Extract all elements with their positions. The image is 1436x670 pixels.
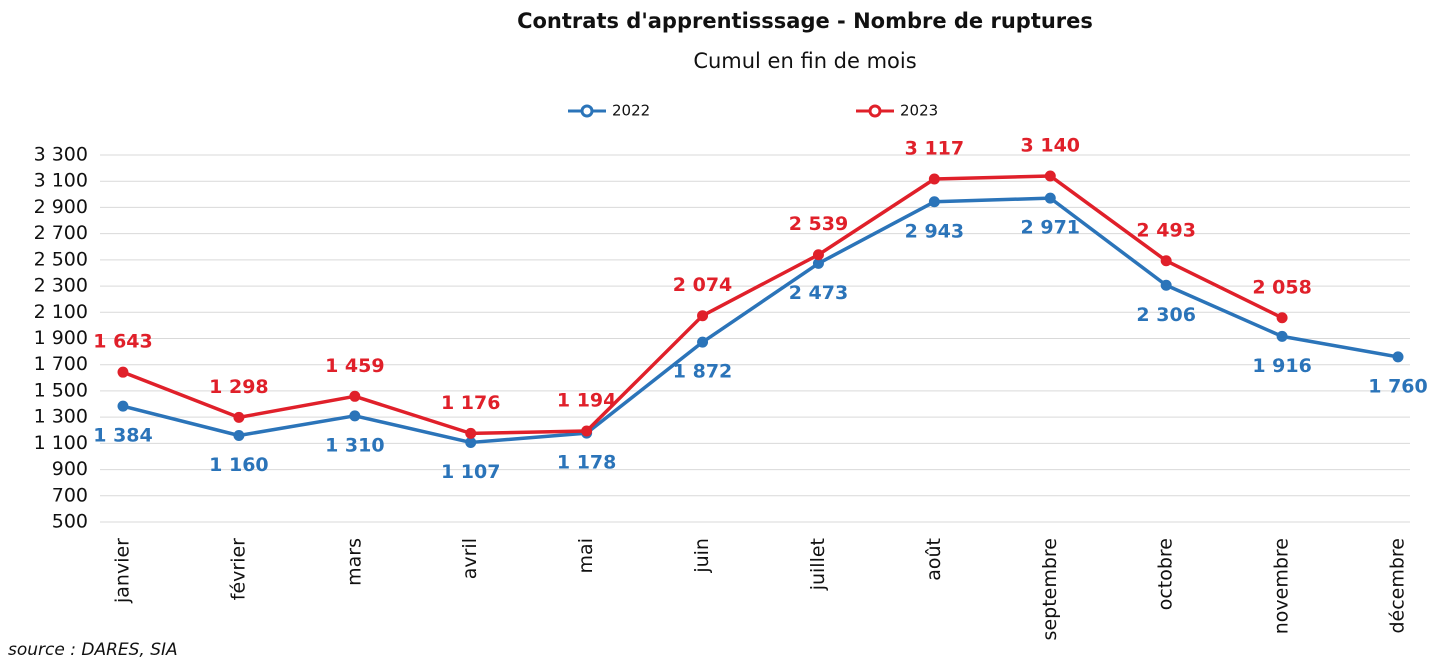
point-marker xyxy=(1160,255,1172,267)
data-label: 1 178 xyxy=(557,452,617,474)
point-marker xyxy=(465,436,477,448)
y-tick-label: 1 300 xyxy=(34,406,88,428)
x-tick-label: décembre xyxy=(1387,538,1409,634)
y-tick-label: 1 900 xyxy=(34,327,88,349)
x-tick-label: juillet xyxy=(807,538,829,591)
data-label: 3 117 xyxy=(905,137,965,159)
y-tick-label: 1 100 xyxy=(34,432,88,454)
x-tick-label: avril xyxy=(459,538,481,579)
series-line xyxy=(122,196,1399,445)
point-marker xyxy=(1044,170,1056,182)
point-marker xyxy=(1276,312,1288,324)
point-marker xyxy=(697,310,709,322)
data-label: 1 916 xyxy=(1252,355,1312,377)
data-label: 1 643 xyxy=(93,331,153,353)
data-label: 1 459 xyxy=(325,355,385,377)
point-marker xyxy=(1392,351,1404,363)
data-label: 2 971 xyxy=(1021,217,1081,239)
data-label: 2 074 xyxy=(673,274,733,296)
data-label: 1 384 xyxy=(93,425,153,447)
point-marker xyxy=(117,366,129,378)
y-tick-label: 900 xyxy=(52,458,88,480)
data-label: 1 760 xyxy=(1368,375,1428,397)
y-tick-label: 2 300 xyxy=(34,275,88,297)
point-marker xyxy=(581,425,593,437)
legend-marker xyxy=(868,104,882,118)
x-tick-label: octobre xyxy=(1155,538,1177,610)
point-marker xyxy=(697,336,709,348)
data-label: 1 298 xyxy=(209,376,269,398)
point-marker xyxy=(1160,279,1172,291)
x-tick-label: novembre xyxy=(1271,538,1293,634)
data-label: 3 140 xyxy=(1021,134,1081,156)
x-tick-label: août xyxy=(923,538,945,581)
y-tick-label: 2 100 xyxy=(34,301,88,323)
source-note: source : DARES, SIA xyxy=(8,640,178,660)
y-tick-label: 3 100 xyxy=(34,170,88,192)
y-tick-label: 2 700 xyxy=(34,222,88,244)
chart-title: Contrats d'apprentisssage - Nombre de ru… xyxy=(517,9,1093,33)
data-label: 1 872 xyxy=(673,361,733,383)
data-label: 1 107 xyxy=(441,461,501,483)
y-tick-label: 3 300 xyxy=(34,144,88,166)
y-tick-label: 1 700 xyxy=(34,353,88,375)
point-marker xyxy=(928,173,940,185)
data-label: 1 176 xyxy=(441,392,501,414)
data-label: 1 160 xyxy=(209,454,269,476)
x-tick-label: janvier xyxy=(112,538,134,604)
point-marker xyxy=(928,196,940,208)
data-label: 2 473 xyxy=(789,282,849,304)
y-tick-label: 700 xyxy=(52,484,88,506)
point-marker xyxy=(233,411,245,423)
x-tick-label: septembre xyxy=(1039,538,1061,640)
legend-label: 2022 xyxy=(612,102,650,120)
point-marker xyxy=(812,249,824,261)
point-marker xyxy=(349,390,361,402)
data-label: 1 194 xyxy=(557,390,617,412)
data-label: 1 310 xyxy=(325,434,385,456)
data-label: 2 306 xyxy=(1136,304,1196,326)
data-label: 2 539 xyxy=(789,213,849,235)
point-marker xyxy=(233,429,245,441)
y-tick-label: 2 900 xyxy=(34,196,88,218)
y-tick-label: 1 500 xyxy=(34,379,88,401)
point-marker xyxy=(1276,330,1288,342)
legend-marker xyxy=(580,104,594,118)
series-line xyxy=(122,174,1283,436)
chart-subtitle: Cumul en fin de mois xyxy=(693,49,916,73)
point-marker xyxy=(465,427,477,439)
x-tick-label: juin xyxy=(691,538,713,574)
data-label: 2 058 xyxy=(1252,276,1312,298)
x-tick-label: mars xyxy=(343,538,365,586)
point-marker xyxy=(1044,192,1056,204)
data-label: 2 493 xyxy=(1136,219,1196,241)
point-marker xyxy=(349,410,361,422)
y-tick-label: 500 xyxy=(52,511,88,533)
y-tick-label: 2 500 xyxy=(34,248,88,270)
data-label: 2 943 xyxy=(905,220,965,242)
x-tick-label: mai xyxy=(575,538,597,573)
legend-label: 2023 xyxy=(900,102,938,120)
x-tick-label: février xyxy=(227,538,249,600)
point-marker xyxy=(117,400,129,412)
